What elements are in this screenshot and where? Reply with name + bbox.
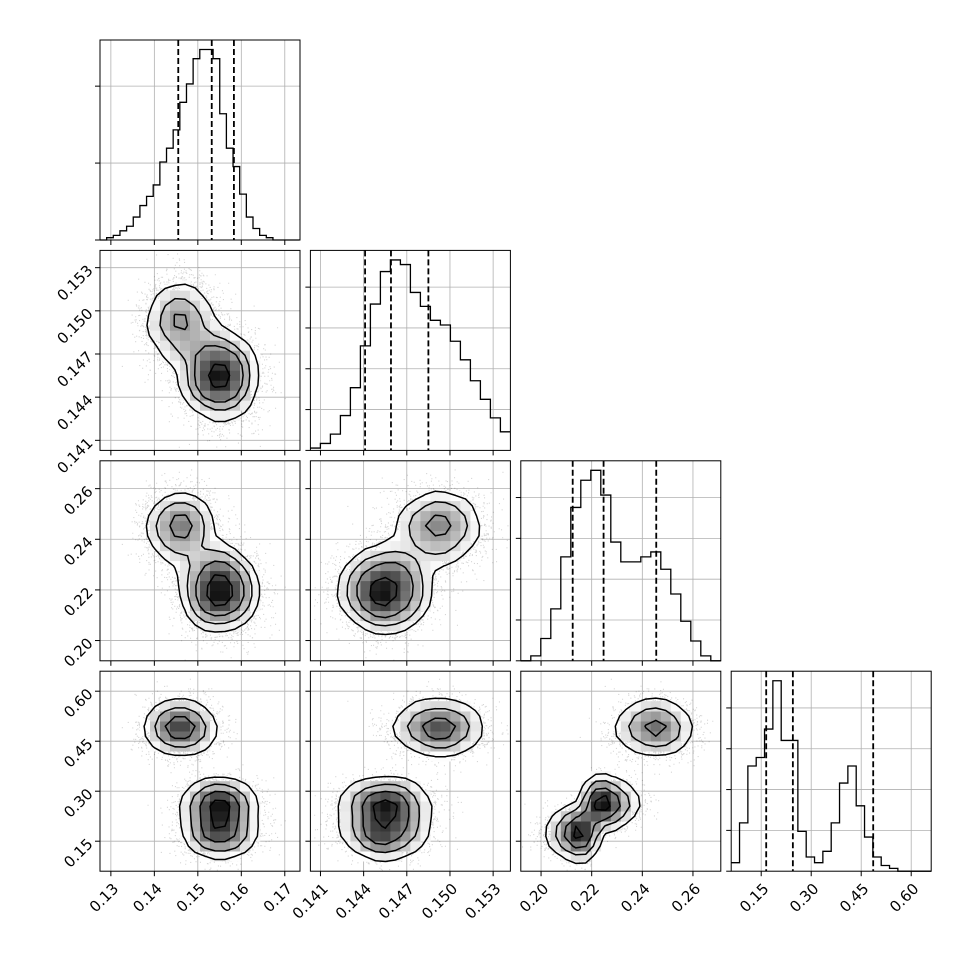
contour-level-3 bbox=[336, 490, 481, 636]
x-tick-label-p3-1: 0.30 bbox=[786, 880, 822, 916]
x-tick-label-p0-1: 0.14 bbox=[129, 880, 165, 916]
scatter-panel-p1-vs-p3 bbox=[305, 670, 511, 877]
contour-level-1 bbox=[173, 313, 244, 403]
density-fill bbox=[340, 490, 481, 632]
scatter-panel-p0-vs-p3 bbox=[95, 670, 301, 877]
contour-level-1 bbox=[361, 717, 457, 846]
histogram-step-p2 bbox=[520, 469, 721, 662]
contour-level-3 bbox=[146, 283, 260, 423]
contour-level-2 bbox=[159, 297, 251, 411]
histogram-panel-p0 bbox=[95, 39, 301, 245]
contour-level-0 bbox=[372, 799, 398, 829]
y-tick-label-p2-0: 0.20 bbox=[60, 634, 96, 670]
x-tick-label-p2-2: 0.24 bbox=[617, 880, 653, 916]
x-tick-label-p0-3: 0.16 bbox=[216, 880, 252, 916]
histogram-step-p1 bbox=[310, 259, 511, 449]
scatter-panel-p0-vs-p1 bbox=[95, 249, 301, 456]
contour-level-0 bbox=[369, 576, 398, 607]
histogram-panel-p1 bbox=[305, 249, 511, 456]
y-tick-label-p3-1: 0.30 bbox=[60, 785, 96, 821]
y-tick-label-p2-3: 0.26 bbox=[60, 482, 96, 518]
y-tick-label-p1-2: 0.147 bbox=[53, 348, 96, 391]
y-tick-label-p3-0: 0.15 bbox=[60, 835, 96, 871]
y-tick-label-p1-0: 0.141 bbox=[53, 434, 96, 477]
contour-level-3 bbox=[145, 492, 261, 633]
density-contours bbox=[143, 697, 260, 861]
x-tick-label-p1-1: 0.144 bbox=[332, 880, 375, 923]
panel-frame bbox=[730, 670, 932, 872]
scatter-panel-p1-vs-p2 bbox=[305, 460, 511, 666]
density-contours bbox=[337, 697, 484, 863]
y-tick-label-p1-3: 0.150 bbox=[53, 305, 96, 348]
x-tick-label-p1-2: 0.147 bbox=[375, 880, 418, 923]
y-tick-label-p2-2: 0.24 bbox=[60, 533, 96, 569]
contour-level-2 bbox=[350, 707, 471, 854]
scatter-panel-p0-vs-p2 bbox=[95, 460, 301, 666]
x-tick-label-p2-1: 0.22 bbox=[567, 880, 603, 916]
y-tick-label-p3-2: 0.45 bbox=[60, 735, 96, 771]
density-contours bbox=[545, 697, 694, 865]
contour-level-3 bbox=[545, 697, 694, 865]
contour-level-0 bbox=[206, 574, 234, 607]
density-contours bbox=[146, 283, 260, 423]
x-tick-label-p1-0: 0.141 bbox=[289, 880, 332, 923]
contour-level-2 bbox=[155, 502, 253, 625]
panels-layer bbox=[95, 39, 932, 877]
x-tick-label-p2-3: 0.26 bbox=[668, 880, 704, 916]
panel-frame bbox=[99, 249, 301, 451]
histogram-panel-p3 bbox=[726, 670, 932, 877]
y-tick-label-p2-1: 0.22 bbox=[60, 584, 96, 620]
histogram-step-p0 bbox=[100, 48, 300, 241]
contour-level-0 bbox=[573, 795, 611, 839]
panel-frame bbox=[520, 460, 722, 662]
x-tick-label-p2-0: 0.20 bbox=[516, 880, 552, 916]
x-tick-label-p0-0: 0.13 bbox=[86, 880, 122, 916]
x-tick-label-p0-2: 0.15 bbox=[173, 880, 209, 916]
panel-frame bbox=[99, 670, 301, 872]
y-tick-label-p1-1: 0.144 bbox=[53, 391, 96, 434]
contour-level-1 bbox=[164, 715, 241, 843]
x-tick-label-p1-4: 0.153 bbox=[461, 880, 504, 923]
density-contours bbox=[145, 492, 261, 633]
panel-frame bbox=[309, 460, 511, 662]
panel-frame bbox=[520, 670, 722, 872]
panel-frame bbox=[99, 39, 301, 241]
contour-level-0 bbox=[209, 799, 231, 829]
contour-level-2 bbox=[555, 707, 681, 856]
histogram-step-p3 bbox=[731, 680, 932, 872]
contour-level-1 bbox=[169, 514, 245, 617]
x-tick-label-p3-2: 0.45 bbox=[836, 880, 872, 916]
x-tick-label-p1-3: 0.150 bbox=[418, 880, 461, 923]
contour-level-3 bbox=[337, 697, 484, 863]
contour-level-3 bbox=[143, 697, 260, 861]
contour-level-0 bbox=[207, 363, 231, 388]
y-tick-label-p1-4: 0.153 bbox=[53, 261, 96, 304]
x-tick-label-p3-0: 0.15 bbox=[736, 880, 772, 916]
scatter-panel-p2-vs-p3 bbox=[515, 670, 722, 877]
contour-level-2 bbox=[154, 707, 250, 852]
density-fill bbox=[150, 490, 261, 632]
contour-level-1 bbox=[356, 514, 452, 619]
y-tick-label-p3-3: 0.60 bbox=[60, 685, 96, 721]
panel-frame bbox=[99, 460, 301, 662]
contour-level-1 bbox=[563, 719, 667, 849]
x-tick-label-p3-3: 0.60 bbox=[886, 880, 922, 916]
density-contours bbox=[336, 490, 481, 636]
panel-frame bbox=[309, 670, 511, 872]
panel-frame bbox=[309, 249, 511, 451]
contour-level-2 bbox=[346, 500, 469, 627]
histogram-panel-p2 bbox=[515, 460, 722, 666]
